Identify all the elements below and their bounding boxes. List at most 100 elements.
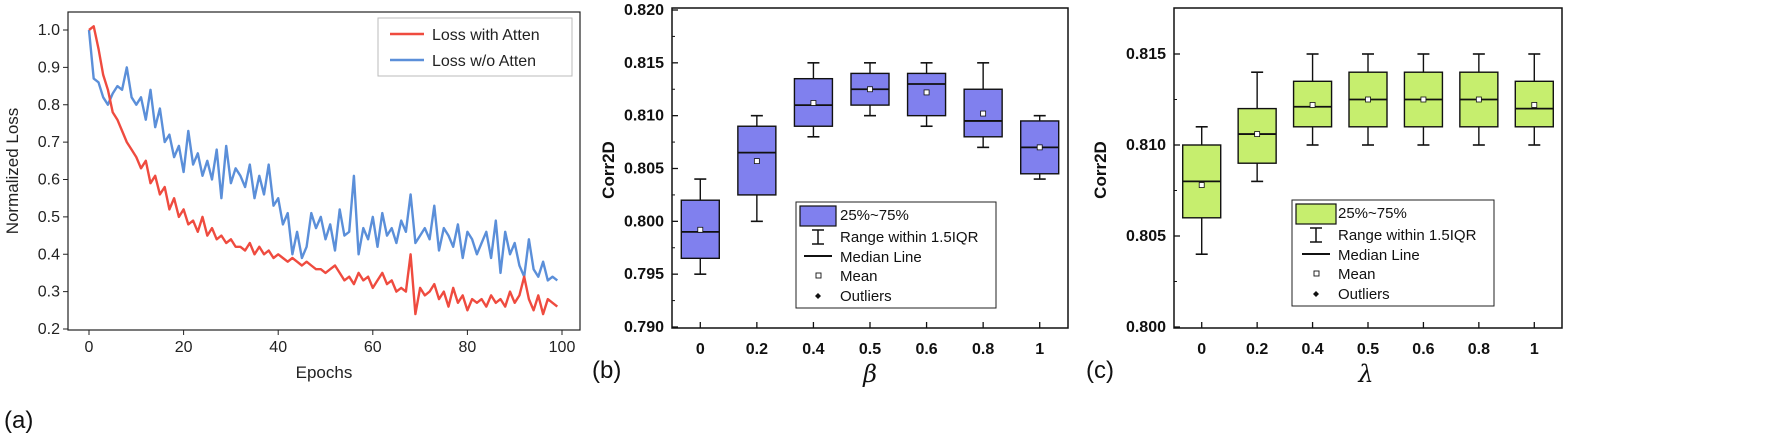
panel-a-x-ticks: 0 20 40 60 80 100: [85, 330, 575, 356]
panel-a-ytick-label: 0.9: [38, 59, 60, 76]
panel-a-plot-frame: [67, 11, 581, 331]
panel-b-legend-box-swatch: [799, 205, 837, 227]
panel-c-legend-median: Median Line: [1338, 247, 1420, 264]
panel-a-ytick-label: 1.0: [38, 22, 60, 39]
panel-a: 0.2 0.3 0.4 0.5 0.6 0.7 0.8 0.9 1.0 0 20 40 60 80 100…: [3, 11, 581, 434]
b-box-0: [680, 178, 720, 275]
c-ytick-label: 0.810: [1126, 137, 1166, 154]
c-box-0-5: [1348, 53, 1388, 146]
c-ytick-label: 0.800: [1126, 319, 1166, 336]
legend-label-loss-wo-atten: Loss w/o Atten: [432, 53, 536, 70]
b-box-0-4: [793, 62, 834, 138]
c-xtick-label: 0.4: [1301, 341, 1323, 358]
c-box-0-8: [1459, 53, 1499, 146]
panel-c-legend-outliers: Outliers: [1338, 286, 1390, 303]
panel-b-legend-range: Range within 1.5IQR: [840, 229, 979, 246]
panel-a-ytick-label: 0.5: [38, 209, 60, 226]
panel-c-legend-iqr: 25%~75%: [1338, 205, 1407, 222]
panel-c-legend: 25%~75% Range within 1.5IQR Median Line …: [1291, 199, 1495, 307]
panel-b: 0.790 0.795 0.800 0.805 0.810 0.815 0.820 0 0.2…: [592, 2, 1069, 388]
panel-b-y-axis-label: Corr2D: [599, 141, 618, 199]
b-ytick-label: 0.820: [624, 2, 664, 19]
c-box-0: [1182, 126, 1222, 255]
c-ytick-label: 0.805: [1126, 228, 1166, 245]
c-xtick-label: 1: [1530, 341, 1539, 358]
b-xtick-label: 0.8: [972, 341, 994, 358]
panel-c-legend-whisker-swatch: [1310, 227, 1322, 243]
c-box-0-2: [1237, 71, 1277, 183]
panel-b-x-axis-label: β: [862, 360, 877, 388]
panel-a-tag: (a): [4, 407, 33, 434]
panel-a-ytick-label: 0.3: [38, 284, 60, 301]
panel-c-x-ticks: 0 0.2 0.4 0.5 0.6 0.8 1: [1197, 322, 1539, 358]
mean-marker: [1531, 102, 1538, 108]
panel-b-legend-median: Median Line: [840, 249, 922, 266]
mean-marker: [1254, 131, 1261, 137]
b-box-0-5: [850, 62, 890, 117]
panel-c-x-axis-label: λ: [1357, 360, 1373, 388]
b-xtick-label: 0.4: [802, 341, 824, 358]
panel-c-tag: (c): [1086, 357, 1114, 384]
panel-c: 0.800 0.805 0.810 0.815 0 0.2 0.4 0.5 0.6 0.8 1 C…: [1086, 7, 1563, 388]
panel-a-xtick-label: 40: [269, 339, 287, 356]
b-ytick-label: 0.805: [624, 161, 664, 178]
b-xtick-label: 0.6: [915, 341, 937, 358]
panel-c-y-ticks: 0.800 0.805 0.810 0.815: [1126, 46, 1180, 336]
panel-b-legend-outliers: Outliers: [840, 288, 892, 305]
c-xtick-label: 0.2: [1246, 341, 1268, 358]
c-box-0-6: [1403, 53, 1444, 146]
b-box-0-8: [963, 62, 1003, 149]
panel-a-xtick-label: 80: [459, 339, 477, 356]
panel-b-x-ticks: 0 0.2 0.4 0.5 0.6 0.8 1: [696, 322, 1044, 358]
panel-c-legend-mean-swatch: [1313, 270, 1320, 277]
c-xtick-label: 0.8: [1468, 341, 1490, 358]
b-ytick-label: 0.815: [624, 55, 664, 72]
b-ytick-label: 0.800: [624, 213, 664, 230]
panel-c-boxes: [1182, 53, 1554, 255]
c-xtick-label: 0.6: [1412, 341, 1434, 358]
mean-marker: [980, 110, 987, 117]
mean-marker: [1365, 96, 1371, 103]
panel-a-xtick-label: 0: [85, 339, 94, 356]
panel-a-ytick-label: 0.6: [38, 172, 60, 189]
b-xtick-label: 0.2: [746, 341, 768, 358]
panel-b-legend-iqr: 25%~75%: [840, 207, 909, 224]
panel-b-legend-outlier-swatch: [815, 293, 821, 299]
iqr-box: [1237, 107, 1277, 164]
c-box-0-4: [1292, 53, 1333, 146]
panel-a-y-axis-label: Normalized Loss: [3, 108, 22, 235]
c-xtick-label: 0: [1197, 341, 1206, 358]
panel-a-series: [87, 25, 559, 316]
panel-a-x-axis-label: Epochs: [296, 363, 353, 382]
b-ytick-label: 0.795: [624, 266, 664, 283]
panel-b-legend-mean-swatch: [815, 272, 822, 279]
panel-b-tag: (b): [592, 357, 621, 384]
panel-c-y-axis-label: Corr2D: [1091, 141, 1110, 199]
legend-label-loss-with-atten: Loss with Atten: [432, 27, 540, 44]
panel-c-legend-box-swatch: [1295, 203, 1337, 225]
panel-c-legend-range: Range within 1.5IQR: [1338, 227, 1477, 244]
panel-a-legend: Loss with Atten Loss w/o Atten: [377, 17, 573, 77]
panel-c-legend-mean: Mean: [1338, 266, 1376, 283]
panel-b-legend: 25%~75% Range within 1.5IQR Median Line …: [795, 201, 997, 309]
mean-marker: [810, 100, 817, 106]
mean-marker: [1036, 144, 1043, 151]
panel-a-legend-frame: [377, 17, 573, 77]
mean-marker: [1309, 102, 1316, 108]
b-box-0-6: [906, 62, 947, 128]
c-box-1: [1514, 53, 1554, 146]
mean-marker: [697, 226, 704, 233]
panel-a-y-ticks: 0.2 0.3 0.4 0.5 0.6 0.7 0.8 0.9 1.0: [38, 22, 68, 338]
b-xtick-label: 1: [1035, 341, 1044, 358]
panel-b-boxes: [680, 62, 1060, 275]
c-xtick-label: 0.5: [1357, 341, 1379, 358]
mean-marker: [1420, 96, 1427, 103]
b-ytick-label: 0.790: [624, 319, 664, 336]
panel-b-legend-mean: Mean: [840, 268, 878, 285]
mean-marker: [1198, 182, 1205, 188]
series-line-loss-with-atten: [88, 25, 559, 316]
mean-marker: [923, 89, 930, 96]
panel-a-ytick-label: 0.7: [38, 134, 60, 151]
panel-b-y-ticks: 0.790 0.795 0.800 0.805 0.810 0.815 0.820: [624, 2, 678, 336]
series-line-loss-w-o-atten: [87, 29, 559, 282]
